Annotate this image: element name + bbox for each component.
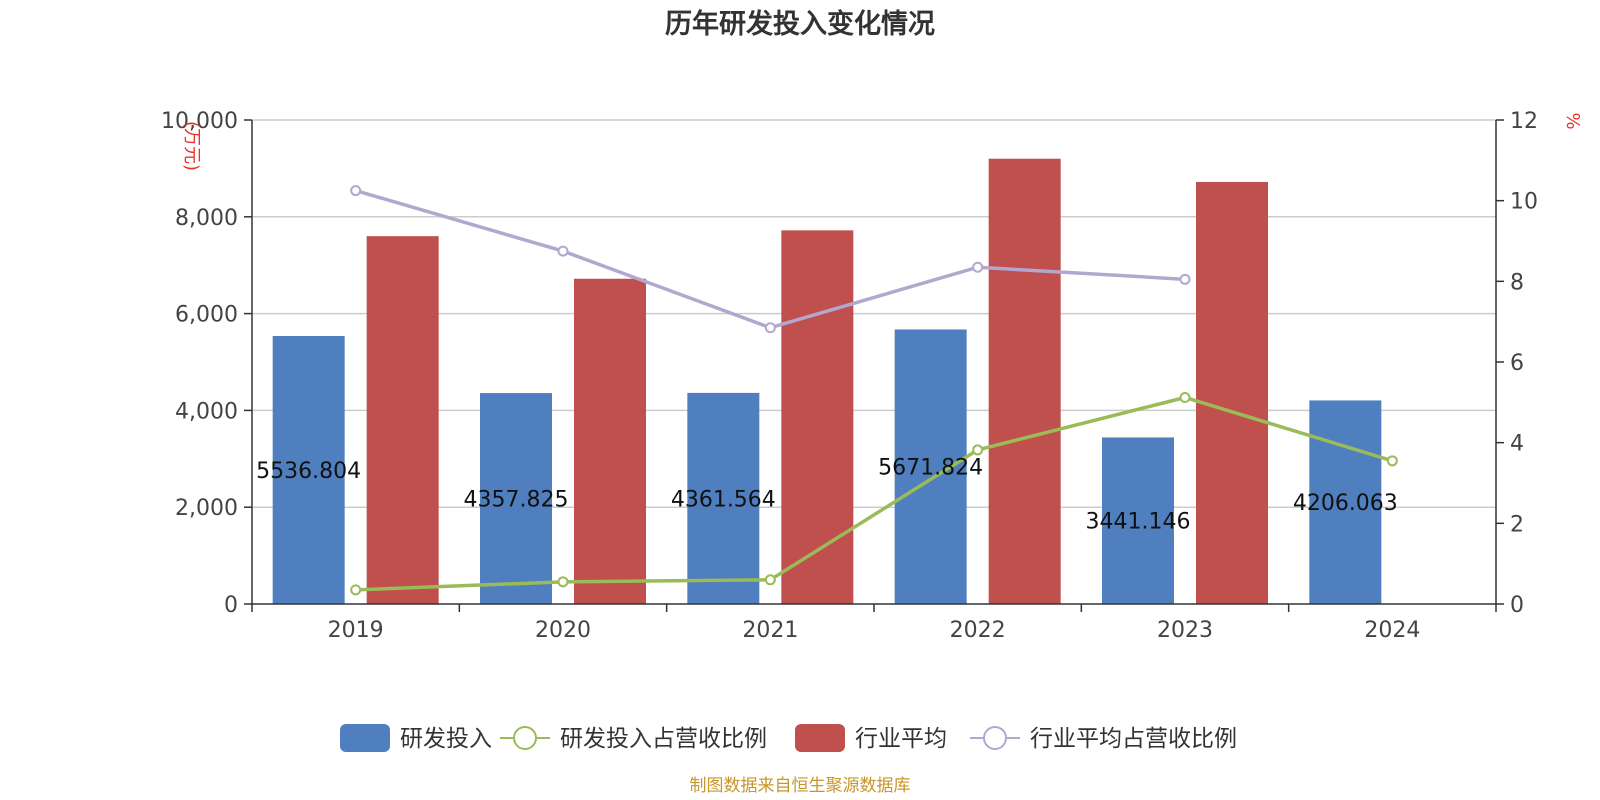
line-point — [764, 322, 776, 334]
right-axis-tick-label: 10 — [1510, 190, 1538, 215]
legend-swatch — [795, 724, 845, 752]
chart-title: 历年研发投入变化情况 — [665, 8, 935, 40]
right-axis-tick-label: 4 — [1510, 432, 1524, 457]
line-point — [1179, 273, 1191, 285]
right-axis-tick-label: 0 — [1510, 593, 1524, 618]
source-note: 制图数据来自恒生聚源数据库 — [690, 776, 911, 796]
left-axis-tick-label: 4,000 — [175, 399, 238, 424]
left-axis-tick-label: 2,000 — [175, 496, 238, 521]
line-point — [1386, 455, 1398, 467]
line-point — [557, 576, 569, 588]
line-point — [972, 261, 984, 273]
bars-layer — [272, 158, 1382, 605]
data-label: 5536.804 — [256, 459, 361, 484]
right-axis-tick-label: 8 — [1510, 270, 1524, 295]
bar-industry-average — [781, 230, 854, 605]
legend-label: 行业平均 — [855, 726, 947, 752]
right-axis-unit: % — [1562, 112, 1583, 129]
data-labels-layer: 5536.804 4357.825 4361.564 5671.824 3441.146… — [256, 456, 1398, 535]
data-label: 5671.824 — [878, 456, 983, 481]
axes-layer: 0 2,000 4,000 6,000 8,000 10,000 0 2 4 6 8 10 12 2019… — [161, 109, 1538, 643]
legend-swatch-marker — [983, 726, 1007, 750]
data-label: 4206.063 — [1293, 491, 1398, 516]
line-rd-ratio — [355, 395, 1393, 592]
legend: 研发投入 研发投入占营收比例 行业平均 行业平均占营收比例 — [340, 724, 1237, 752]
data-label: 3441.146 — [1086, 510, 1191, 535]
line-point — [350, 584, 362, 596]
left-axis-unit: (万元) — [181, 121, 202, 171]
bar-rd-investment — [894, 329, 967, 604]
legend-label: 研发投入占营收比例 — [560, 726, 767, 752]
x-axis-tick-label: 2019 — [328, 618, 384, 643]
legend-label: 研发投入 — [400, 726, 492, 752]
line-point — [972, 444, 984, 456]
legend-swatch-marker — [513, 726, 537, 750]
left-axis-tick-label: 8,000 — [175, 206, 238, 231]
data-label: 4357.825 — [464, 488, 569, 513]
left-axis-tick-label: 6,000 — [175, 303, 238, 328]
lines-layer — [350, 185, 1398, 596]
x-axis-tick-label: 2022 — [950, 618, 1006, 643]
bar-industry-average — [366, 236, 439, 604]
x-axis-tick-label: 2024 — [1364, 618, 1420, 643]
bar-rd-investment — [687, 392, 760, 604]
line-point — [764, 574, 776, 586]
left-axis-tick-label: 10,000 — [161, 109, 238, 134]
bar-industry-average — [988, 158, 1061, 604]
bar-rd-investment — [1102, 437, 1174, 604]
x-axis-tick-label: 2023 — [1157, 618, 1213, 643]
line-point — [557, 245, 569, 257]
bar-rd-investment — [480, 393, 552, 604]
legend-swatch — [340, 724, 390, 752]
right-axis-tick-label: 6 — [1510, 351, 1524, 376]
bar-rd-investment — [272, 336, 345, 604]
x-axis-tick-label: 2021 — [742, 618, 798, 643]
x-axis-tick-label: 2020 — [535, 618, 591, 643]
left-axis-tick-label: 0 — [224, 593, 238, 618]
grid-lines — [252, 119, 1496, 508]
line-point — [350, 185, 362, 197]
bar-rd-investment — [1309, 400, 1382, 604]
line-point — [1179, 391, 1191, 403]
right-axis-tick-label: 2 — [1510, 512, 1524, 537]
data-label: 4361.564 — [671, 487, 776, 512]
bar-industry-average — [1196, 181, 1268, 604]
bar-industry-average — [574, 278, 646, 604]
legend-label: 行业平均占营收比例 — [1030, 726, 1237, 752]
right-axis-tick-label: 12 — [1510, 109, 1538, 134]
